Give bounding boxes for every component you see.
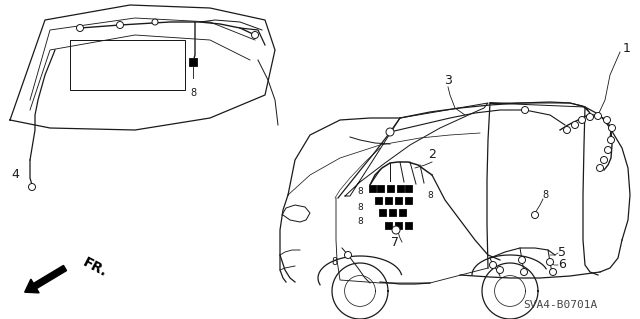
Text: 8: 8 — [357, 188, 363, 197]
Bar — [404, 184, 412, 191]
Text: 5: 5 — [558, 246, 566, 258]
Circle shape — [550, 269, 557, 276]
Bar — [394, 197, 401, 204]
Circle shape — [563, 127, 570, 133]
Text: 6: 6 — [558, 257, 566, 271]
Circle shape — [531, 211, 538, 219]
Text: 8: 8 — [190, 88, 196, 98]
Bar — [397, 184, 403, 191]
Circle shape — [490, 262, 497, 269]
Circle shape — [547, 258, 554, 265]
Bar — [376, 184, 383, 191]
Bar — [404, 197, 412, 204]
Circle shape — [520, 269, 527, 276]
Bar — [374, 197, 381, 204]
Text: 8: 8 — [542, 190, 548, 200]
Circle shape — [605, 146, 611, 153]
Circle shape — [609, 124, 616, 131]
Text: 8: 8 — [331, 257, 337, 267]
Circle shape — [497, 266, 504, 273]
Circle shape — [572, 122, 579, 129]
Circle shape — [392, 226, 400, 234]
Bar — [378, 209, 385, 216]
Circle shape — [29, 183, 35, 190]
Circle shape — [595, 113, 602, 120]
Text: 8: 8 — [427, 190, 433, 199]
FancyArrow shape — [25, 265, 67, 293]
Bar — [385, 197, 392, 204]
Bar — [404, 221, 412, 228]
Circle shape — [386, 128, 394, 136]
Circle shape — [604, 116, 611, 123]
Circle shape — [344, 251, 351, 258]
Text: 8: 8 — [357, 203, 363, 211]
Text: FR.: FR. — [80, 256, 109, 280]
Text: 3: 3 — [444, 73, 452, 86]
Circle shape — [518, 256, 525, 263]
Circle shape — [77, 25, 83, 32]
Text: 7: 7 — [391, 235, 399, 249]
Bar — [388, 209, 396, 216]
Text: 8: 8 — [357, 218, 363, 226]
Bar — [369, 184, 376, 191]
Circle shape — [252, 32, 259, 39]
Circle shape — [607, 137, 614, 144]
Bar — [189, 58, 197, 66]
Bar — [385, 221, 392, 228]
Bar — [387, 184, 394, 191]
Text: SVA4-B0701A: SVA4-B0701A — [523, 300, 597, 310]
Circle shape — [579, 116, 586, 123]
Circle shape — [522, 107, 529, 114]
Circle shape — [586, 114, 593, 121]
Circle shape — [600, 157, 607, 164]
Circle shape — [152, 19, 158, 25]
Text: 1: 1 — [623, 41, 631, 55]
Bar — [399, 209, 406, 216]
Text: 4: 4 — [11, 168, 19, 182]
Circle shape — [116, 21, 124, 28]
Circle shape — [596, 165, 604, 172]
Bar — [394, 221, 401, 228]
Text: 2: 2 — [428, 149, 436, 161]
